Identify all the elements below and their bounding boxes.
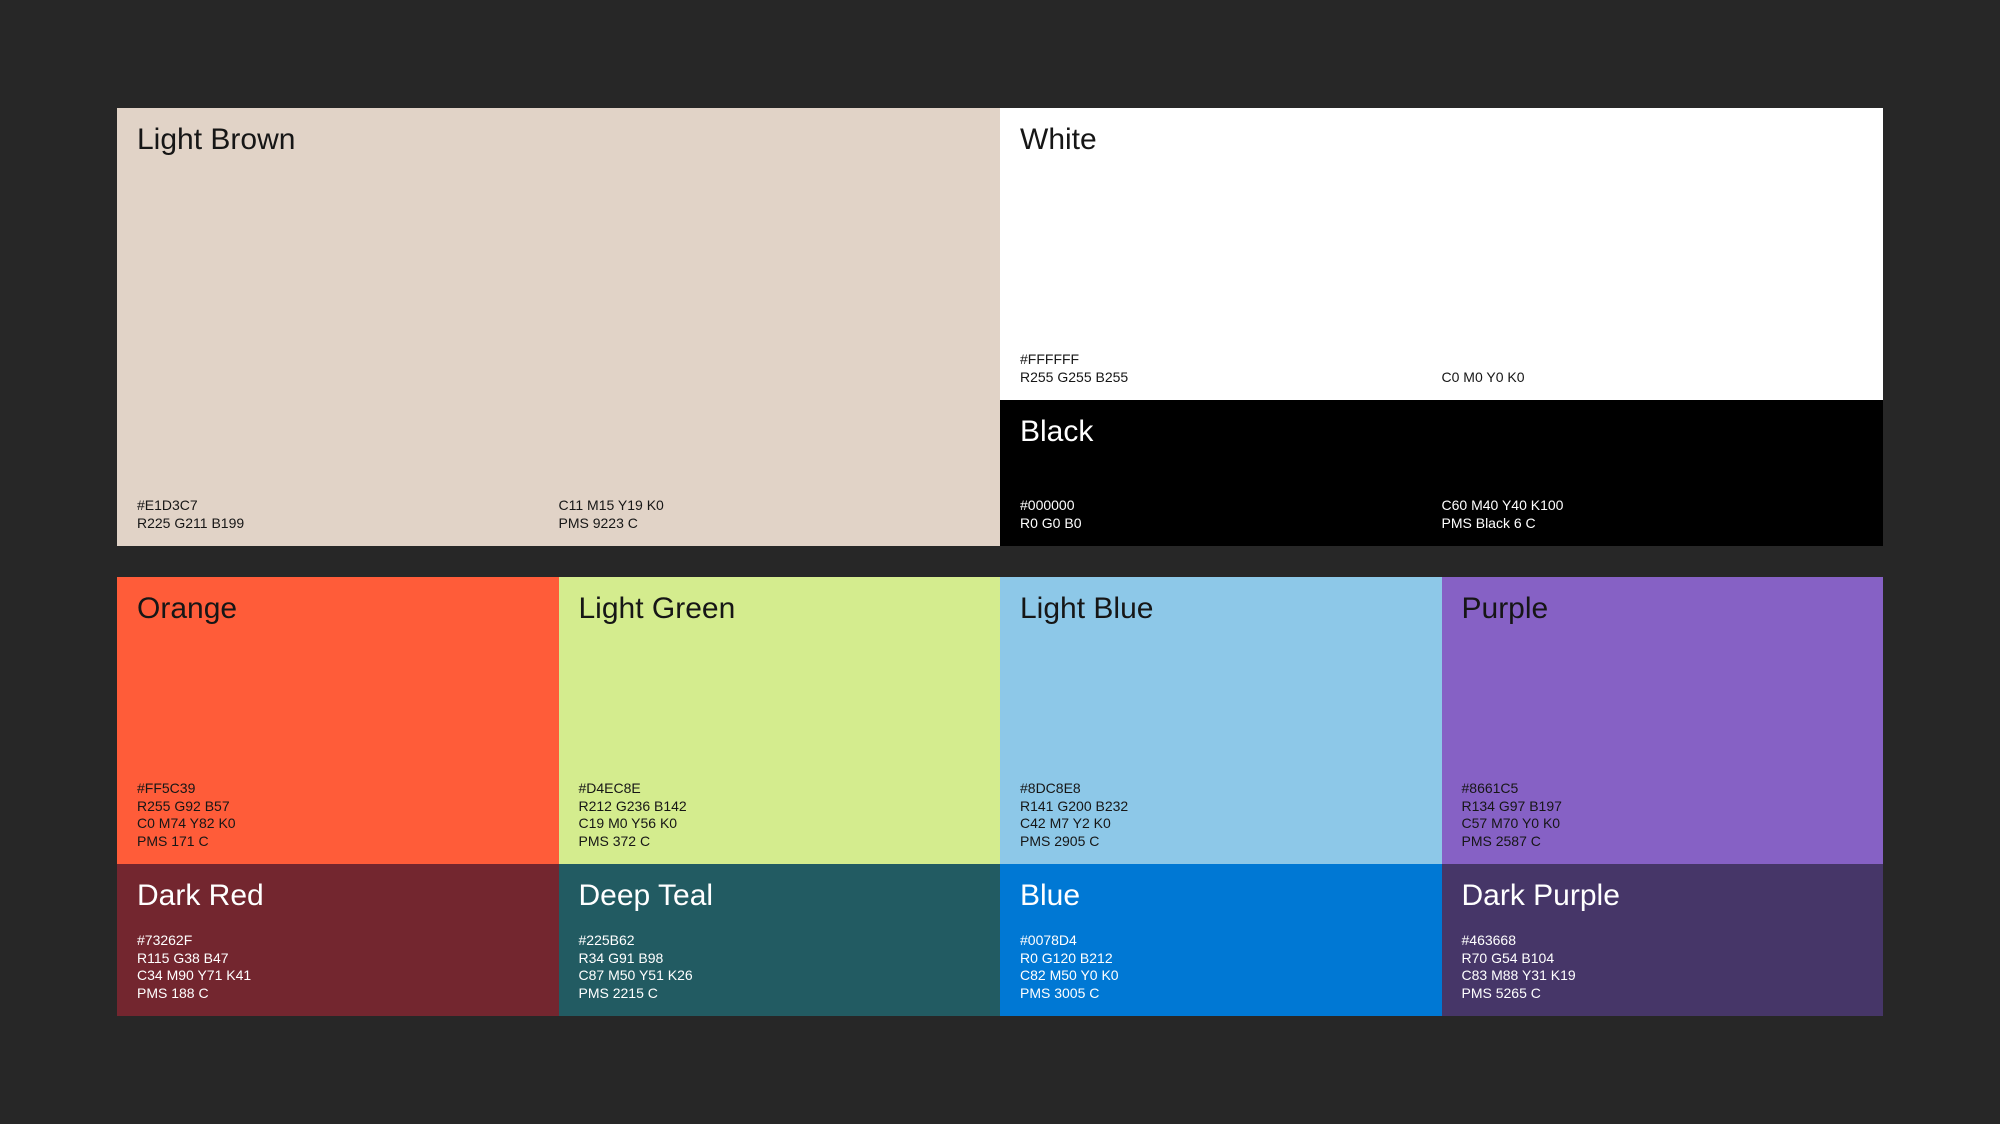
spec-col-left: #FFFFFF R255 G255 B255	[1020, 351, 1442, 386]
swatch-title: Blue	[1020, 879, 1081, 912]
spec-col-right: C60 M40 Y40 K100 PMS Black 6 C	[1442, 497, 1864, 532]
rgb-value: R0 G0 B0	[1020, 514, 1082, 531]
rgb-value: R115 G38 B47	[137, 949, 229, 966]
swatch-specs: #D4EC8E R212 G236 B142 C19 M0 Y56 K0 PMS…	[579, 780, 981, 850]
hex-value: #73262F	[137, 932, 193, 948]
swatch-orange: Orange #FF5C39 R255 G92 B57 C0 M74 Y82 K…	[117, 577, 559, 864]
cmyk-value: C83 M88 Y31 K19	[1461, 967, 1576, 983]
swatch-blue: Blue #0078D4 R0 G120 B212 C82 M50 Y0 K0 …	[1000, 864, 1442, 1016]
rgb-value: R255 G255 B255	[1020, 368, 1129, 385]
hex-value: #FFFFFF	[1020, 351, 1080, 367]
swatch-purple: Purple #8661C5 R134 G97 B197 C57 M70 Y0 …	[1441, 577, 1883, 864]
swatch-white: White #FFFFFF R255 G255 B255 C0 M0 Y0 K0	[1000, 108, 1883, 400]
pms-value: PMS 2587 C	[1461, 832, 1541, 849]
rgb-value: R141 G200 B232	[1020, 797, 1129, 814]
cmyk-value: C19 M0 Y56 K0	[578, 815, 678, 831]
hex-value: #FF5C39	[137, 780, 196, 796]
swatch-specs: #000000 R0 G0 B0 C60 M40 Y40 K100 PMS Bl…	[1020, 497, 1863, 532]
rgb-value: R70 G54 B104	[1461, 949, 1555, 966]
hex-value: #8DC8E8	[1020, 780, 1081, 796]
white-black-stack: White #FFFFFF R255 G255 B255 C0 M0 Y0 K0…	[1000, 108, 1883, 546]
pms-value: PMS 188 C	[137, 984, 209, 1001]
swatch-title: Dark Red	[137, 879, 264, 912]
swatch-title: Dark Purple	[1461, 879, 1620, 912]
cmyk-value: C0 M0 Y0 K0	[1441, 368, 1525, 385]
cmyk-value: C42 M7 Y2 K0	[1020, 815, 1111, 831]
swatch-title: Light Blue	[1020, 592, 1154, 625]
palette-row-1: Light Brown #E1D3C7 R225 G211 B199 C11 M…	[117, 108, 1883, 546]
swatch-light-blue: Light Blue #8DC8E8 R141 G200 B232 C42 M7…	[1000, 577, 1442, 864]
pms-value: PMS 171 C	[137, 832, 209, 849]
swatch-specs: #8661C5 R134 G97 B197 C57 M70 Y0 K0 PMS …	[1462, 780, 1864, 850]
cmyk-value: C34 M90 Y71 K41	[137, 967, 252, 983]
swatch-title: Light Green	[578, 592, 736, 625]
rgb-value: R0 G120 B212	[1020, 949, 1113, 966]
cmyk-value: C82 M50 Y0 K0	[1020, 967, 1119, 983]
swatch-specs: #E1D3C7 R225 G211 B199 C11 M15 Y19 K0 PM…	[137, 497, 980, 532]
color-palette-board: Light Brown #E1D3C7 R225 G211 B199 C11 M…	[117, 108, 1883, 1016]
pms-value: PMS 2905 C	[1020, 832, 1100, 849]
hex-value: #000000	[1020, 497, 1075, 513]
spec-col-left: #000000 R0 G0 B0	[1020, 497, 1442, 532]
rgb-value: R225 G211 B199	[137, 514, 245, 531]
swatch-light-brown: Light Brown #E1D3C7 R225 G211 B199 C11 M…	[117, 108, 1000, 546]
swatch-specs: #FF5C39 R255 G92 B57 C0 M74 Y82 K0 PMS 1…	[137, 780, 539, 850]
pms-value: PMS 372 C	[578, 832, 651, 849]
rgb-value: R34 G91 B98	[578, 949, 664, 966]
hex-value: #D4EC8E	[578, 780, 641, 796]
swatch-specs: #73262F R115 G38 B47 C34 M90 Y71 K41 PMS…	[137, 932, 539, 1002]
swatch-dark-purple: Dark Purple #463668 R70 G54 B104 C83 M88…	[1441, 864, 1883, 1016]
cmyk-value: C0 M74 Y82 K0	[137, 815, 236, 831]
hex-value: #463668	[1461, 932, 1517, 948]
swatch-specs: #0078D4 R0 G120 B212 C82 M50 Y0 K0 PMS 3…	[1020, 932, 1422, 1002]
spec-col-right: C11 M15 Y19 K0 PMS 9223 C	[559, 497, 981, 532]
swatch-specs: #225B62 R34 G91 B98 C87 M50 Y51 K26 PMS …	[579, 932, 981, 1002]
swatch-light-green: Light Green #D4EC8E R212 G236 B142 C19 M…	[558, 577, 1000, 864]
spec-col-left: #E1D3C7 R225 G211 B199	[137, 497, 559, 532]
swatch-specs: #FFFFFF R255 G255 B255 C0 M0 Y0 K0	[1020, 351, 1863, 386]
hex-value: #225B62	[578, 932, 635, 948]
pms-value: PMS 5265 C	[1461, 984, 1541, 1001]
swatch-title: Orange	[137, 592, 238, 625]
pms-value: PMS Black 6 C	[1441, 514, 1536, 531]
swatch-title: Black	[1020, 415, 1094, 448]
rgb-value: R255 G92 B57	[137, 797, 230, 814]
swatch-title: Purple	[1461, 592, 1549, 625]
pms-value: PMS 3005 C	[1020, 984, 1100, 1001]
rgb-value: R134 G97 B197	[1461, 797, 1562, 814]
rgb-value: R212 G236 B142	[578, 797, 687, 814]
cmyk-value: C11 M15 Y19 K0	[558, 497, 664, 513]
palette-row-3: Dark Red #73262F R115 G38 B47 C34 M90 Y7…	[117, 864, 1883, 1016]
cmyk-value: C60 M40 Y40 K100	[1441, 497, 1564, 513]
hex-value: #8661C5	[1461, 780, 1519, 796]
cmyk-value: C87 M50 Y51 K26	[578, 967, 693, 983]
swatch-dark-red: Dark Red #73262F R115 G38 B47 C34 M90 Y7…	[117, 864, 559, 1016]
pms-value: PMS 9223 C	[558, 514, 638, 531]
hex-value: #E1D3C7	[137, 497, 198, 513]
cmyk-value: C57 M70 Y0 K0	[1461, 815, 1561, 831]
swatch-title: Light Brown	[137, 123, 296, 156]
hex-value: #0078D4	[1020, 932, 1077, 948]
swatch-specs: #8DC8E8 R141 G200 B232 C42 M7 Y2 K0 PMS …	[1020, 780, 1422, 850]
swatch-deep-teal: Deep Teal #225B62 R34 G91 B98 C87 M50 Y5…	[558, 864, 1000, 1016]
pms-value: PMS 2215 C	[578, 984, 658, 1001]
swatch-specs: #463668 R70 G54 B104 C83 M88 Y31 K19 PMS…	[1462, 932, 1864, 1002]
palette-row-2: Orange #FF5C39 R255 G92 B57 C0 M74 Y82 K…	[117, 577, 1883, 864]
swatch-title: White	[1020, 123, 1097, 156]
swatch-black: Black #000000 R0 G0 B0 C60 M40 Y40 K100 …	[1000, 400, 1883, 546]
spec-col-right: C0 M0 Y0 K0	[1442, 369, 1864, 387]
swatch-title: Deep Teal	[578, 879, 714, 912]
